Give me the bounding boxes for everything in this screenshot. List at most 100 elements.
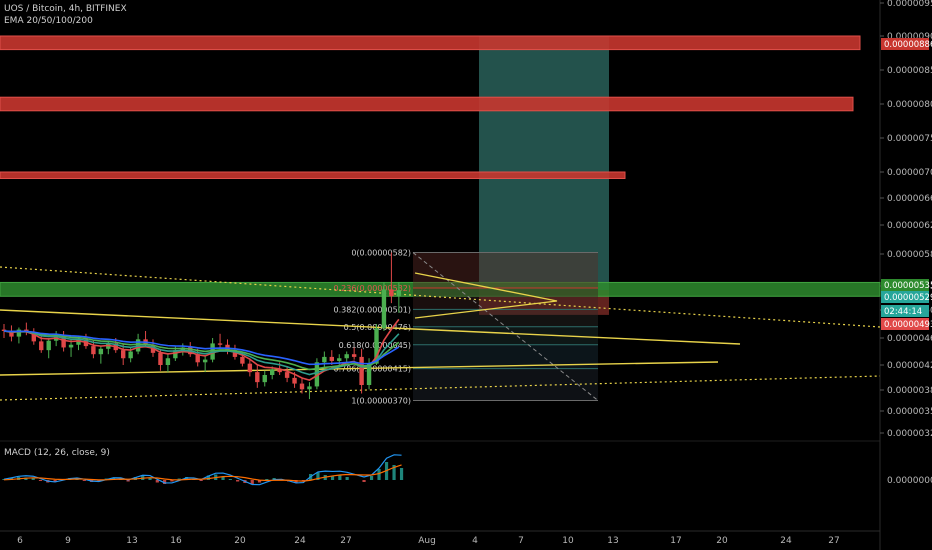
candle-body — [68, 344, 74, 348]
resistance-zone-2 — [0, 96, 854, 112]
macd-bar — [265, 479, 269, 480]
candle-body — [1, 329, 7, 331]
candle-body — [396, 290, 402, 297]
candle-body — [359, 356, 364, 385]
candle-body — [247, 363, 253, 373]
price-axis-label: 0.00000850 — [887, 66, 932, 76]
macd-legend: MACD (12, 26, close, 9) — [4, 447, 110, 459]
price-axis-label: 0.00000660 — [887, 194, 932, 204]
macd-bar — [148, 478, 152, 480]
price-axis-label: 0.00000420 — [887, 361, 932, 371]
macd-bar — [369, 476, 374, 480]
macd-bar — [38, 480, 43, 481]
fib-band — [413, 344, 598, 369]
macd-bar — [338, 475, 342, 480]
macd-bar — [228, 479, 232, 480]
time-axis-label: 27 — [828, 536, 839, 546]
price-axis-label: 0.00000800 — [887, 100, 932, 110]
candle-body — [307, 386, 312, 390]
candle-body — [389, 289, 394, 297]
candle-body — [173, 350, 178, 359]
fib-band — [413, 252, 598, 289]
time-axis-label: 4 — [472, 536, 478, 546]
ema100-line — [3, 330, 400, 371]
price-axis-label: 0.00000950 — [887, 0, 932, 9]
price-axis-label: 0.00000325 — [887, 429, 932, 439]
time-axis-label: 24 — [294, 536, 306, 546]
price-tag — [881, 279, 929, 291]
price-tag-label: 0.00000529 — [884, 293, 932, 303]
resistance-zone-3 — [0, 171, 626, 179]
macd-bar — [199, 480, 203, 481]
candle-body — [292, 377, 297, 384]
candle-body — [255, 372, 260, 383]
macd-bar — [294, 480, 298, 483]
candle-body — [98, 348, 104, 355]
candle-body — [262, 375, 267, 383]
candle-body — [9, 331, 14, 337]
price-tag — [881, 318, 929, 330]
candle-body — [277, 369, 282, 373]
candle-body — [329, 356, 334, 361]
macd-bar — [97, 480, 101, 481]
time-axis-label: 9 — [65, 536, 71, 546]
macd-bar — [53, 480, 57, 482]
time-axis-label: 13 — [607, 536, 618, 546]
fib-level-label: 1(0.00000370) — [351, 397, 411, 406]
fib-band — [413, 288, 598, 310]
price-axis-label: 0.00000900 — [887, 32, 932, 42]
macd-bar — [82, 480, 86, 481]
fib-trend-diagonal — [412, 252, 599, 401]
time-axis-label: 27 — [340, 536, 351, 546]
candle-body — [344, 354, 349, 359]
candle-body — [232, 350, 238, 357]
price-tag — [881, 38, 929, 50]
fib-level-label: 0(0.00000582) — [351, 249, 411, 258]
macd-bar — [126, 480, 130, 482]
candle-body — [91, 346, 96, 355]
upper-dotted-trendline — [0, 266, 881, 328]
macd-bar — [250, 480, 254, 485]
candle-body — [299, 383, 305, 390]
macd-bar — [362, 480, 366, 482]
macd-axis-label: 0.00000000 — [887, 476, 932, 486]
macd-bar — [170, 480, 174, 482]
candle-body — [128, 351, 133, 359]
candle-body — [31, 332, 36, 342]
macd-bar — [221, 476, 225, 480]
candle-body — [165, 358, 171, 365]
candle-body — [322, 356, 327, 363]
price-tag-label: 0.00000886 — [884, 40, 932, 50]
candle-body — [46, 340, 51, 351]
lower-trendline — [0, 361, 719, 376]
lower-dotted-trendline — [0, 375, 881, 401]
candle-body — [381, 289, 387, 329]
price-axis-label: 0.00000355 — [887, 407, 932, 417]
candle-body — [158, 352, 163, 365]
time-axis-label: 7 — [518, 536, 524, 546]
time-axis-label: 10 — [562, 536, 574, 546]
time-axis-label: 24 — [780, 536, 792, 546]
macd-line — [3, 454, 402, 486]
candle-body — [39, 341, 44, 351]
price-axis-label: 0.00000620 — [887, 221, 932, 231]
time-axis-label: Aug — [418, 536, 436, 546]
macd-bar — [155, 480, 159, 483]
macd-bar — [330, 476, 335, 480]
macd-bar — [316, 472, 320, 480]
candle-body — [195, 354, 200, 363]
resistance-zone-1 — [0, 35, 861, 51]
macd-bar — [206, 475, 211, 480]
macd-bar — [177, 478, 181, 480]
time-axis-label: 6 — [17, 536, 23, 546]
candle-body — [270, 369, 275, 375]
macd-bar — [377, 469, 381, 480]
ema50-line — [3, 330, 400, 376]
fib-band — [413, 309, 598, 327]
ema200-line — [3, 330, 400, 366]
candle-body — [16, 329, 22, 337]
macd-bar — [31, 478, 35, 480]
time-axis-label: 20 — [716, 536, 728, 546]
price-tag — [881, 305, 929, 317]
